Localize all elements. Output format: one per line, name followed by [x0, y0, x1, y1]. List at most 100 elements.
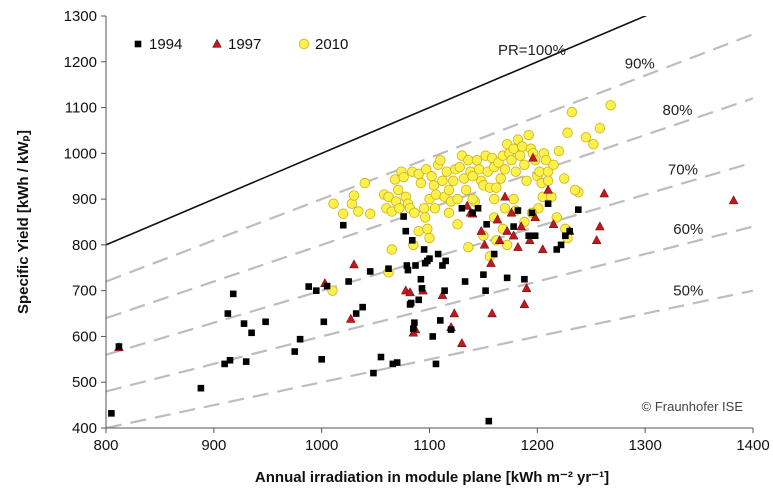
x-tick-label: 800 [93, 437, 118, 454]
point-1997 [479, 239, 490, 249]
point-1994 [461, 278, 469, 285]
x-tick-label: 1300 [628, 437, 661, 454]
point-1994 [240, 320, 248, 327]
x-axis-title: Annual irradiation in module plane [kWh … [255, 469, 609, 486]
point-1997 [449, 308, 460, 318]
point-1994 [296, 335, 304, 343]
pr-line-label: 80% [663, 102, 693, 119]
point-1997 [506, 207, 517, 217]
point-1994 [417, 275, 425, 283]
point-2010 [409, 207, 420, 219]
point-1994 [562, 232, 569, 240]
point-1994 [480, 271, 487, 278]
point-2010 [499, 164, 511, 175]
point-1997 [457, 337, 467, 347]
point-1994 [291, 348, 299, 355]
point-2010 [418, 203, 430, 214]
point-1994 [531, 232, 539, 240]
point-1997 [591, 234, 602, 244]
point-2010 [514, 150, 526, 161]
point-1994 [323, 282, 331, 290]
point-2010 [454, 161, 465, 173]
point-1997 [349, 259, 359, 269]
point-2010 [548, 159, 559, 170]
point-1994 [482, 287, 489, 294]
point-1994 [305, 283, 313, 290]
point-1994 [389, 360, 397, 368]
point-1997 [524, 234, 535, 244]
x-axis-ticks: 800 900 1000 1100 1200 1300 1400 [93, 428, 770, 454]
point-2010 [338, 208, 349, 219]
point-2010 [452, 219, 463, 230]
pr-reference-line [106, 33, 753, 283]
point-2010 [430, 189, 442, 200]
point-2010 [428, 180, 440, 191]
point-1994 [320, 318, 328, 326]
point-1994 [514, 207, 522, 214]
point-1994 [566, 227, 573, 235]
point-1994 [510, 223, 517, 230]
point-2010 [569, 184, 581, 196]
point-1997 [345, 313, 356, 323]
point-1994 [226, 356, 234, 364]
legend-marker-2010 [298, 38, 310, 50]
point-1994 [410, 325, 417, 332]
y-tick-label: 800 [72, 237, 97, 254]
point-1994 [366, 268, 374, 275]
point-1994 [429, 333, 437, 340]
point-2010 [588, 138, 599, 150]
legend-marker-1997 [212, 38, 222, 48]
point-2010 [448, 175, 459, 187]
point-1994 [385, 265, 392, 272]
data-points [108, 100, 739, 425]
pr-line-label: 60% [673, 221, 703, 238]
point-2010 [394, 203, 405, 214]
point-2010 [383, 191, 394, 203]
point-2010 [508, 193, 519, 205]
point-1997 [486, 257, 496, 267]
point-1994 [352, 310, 360, 317]
point-2010 [553, 145, 565, 157]
point-1994 [439, 262, 446, 269]
point-1994 [400, 213, 407, 220]
point-2010 [605, 100, 616, 111]
reference-line-labels: PR=100% 90% 80% 70% 60% 50% [498, 42, 703, 299]
point-1994 [393, 359, 401, 366]
point-1997 [492, 214, 503, 224]
point-1997 [521, 283, 532, 293]
point-2010 [429, 203, 441, 214]
point-1994 [474, 204, 482, 212]
point-1997 [437, 289, 448, 299]
point-1997 [502, 225, 512, 235]
y-tick-label: 1200 [64, 54, 97, 71]
point-2010 [413, 225, 424, 237]
point-1997 [405, 287, 415, 297]
point-1997 [728, 195, 739, 205]
y-axis-ticks: 400 500 600 700 800 900 1000 1100 1200 1300 [64, 8, 106, 437]
point-1994 [242, 358, 250, 365]
point-1994 [458, 204, 466, 212]
point-1994 [469, 209, 476, 217]
x-tick-label: 1400 [736, 437, 769, 454]
point-1997 [528, 152, 538, 162]
point-2010 [364, 208, 376, 219]
pr-line-label: PR=100% [498, 42, 566, 59]
x-tick-label: 1100 [413, 437, 445, 454]
copyright-notice: © Fraunhofer ISE [642, 399, 744, 414]
y-tick-label: 700 [72, 283, 97, 300]
pr-line-label: 90% [625, 56, 655, 73]
point-2010 [551, 212, 562, 223]
point-1994 [441, 287, 448, 294]
point-2010 [389, 174, 401, 185]
pr-100-line [106, 16, 648, 246]
point-1994 [575, 206, 582, 213]
point-2010 [510, 166, 521, 177]
point-2010 [467, 171, 478, 182]
point-1994 [339, 221, 347, 229]
point-1997 [516, 221, 526, 231]
point-2010 [501, 239, 513, 251]
point-1994 [408, 237, 416, 244]
point-2010 [393, 184, 404, 196]
point-1997 [508, 230, 519, 240]
